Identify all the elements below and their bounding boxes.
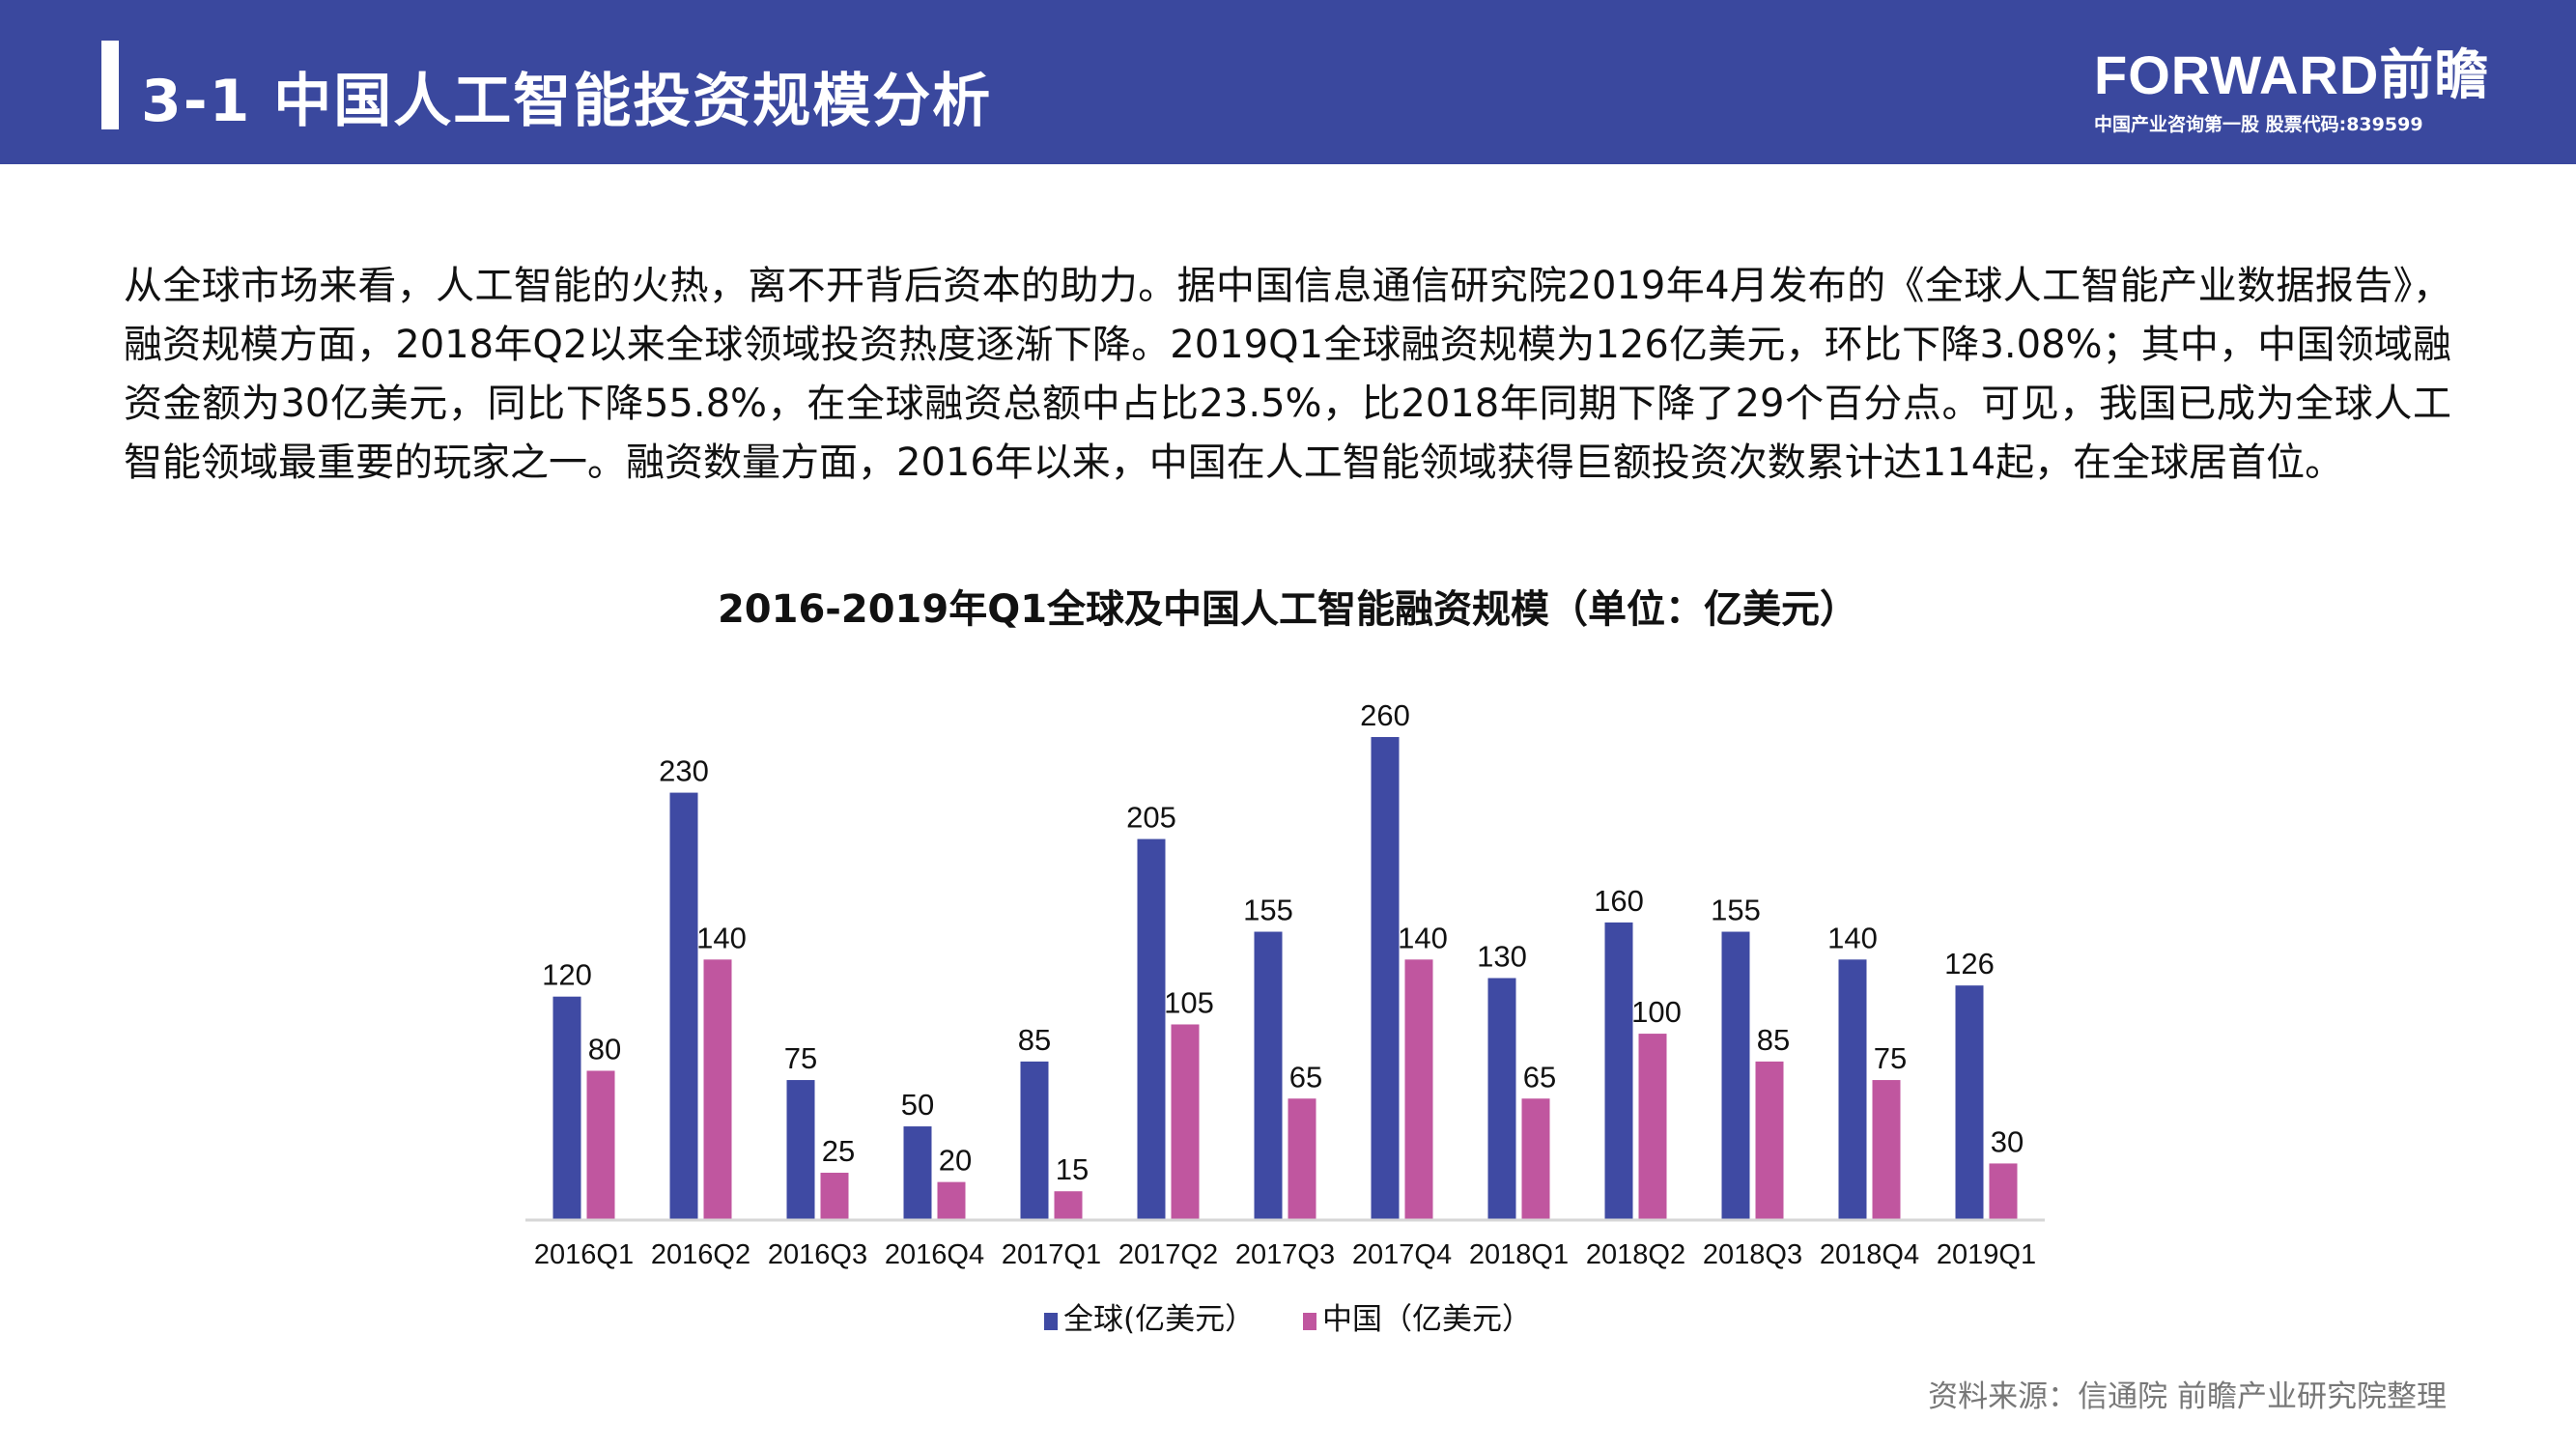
bar-china (586, 1070, 615, 1219)
bar-global (1371, 737, 1400, 1219)
legend-label-global: 全球(亿美元） (1063, 1302, 1256, 1337)
chart-legend: 全球(亿美元） 中国（亿美元） (0, 1294, 2576, 1338)
bar-global (903, 1126, 932, 1219)
logo-subtitle: 中国产业咨询第一股 股票代码:839599 (2094, 114, 2423, 135)
bar-china (1872, 1080, 1901, 1219)
bar-china (820, 1173, 849, 1219)
bar-china (1171, 1024, 1200, 1219)
data-label: 75 (1874, 1041, 1907, 1075)
forward-logo: FORWARD前瞻 中国产业咨询第一股 股票代码:839599 (2094, 44, 2490, 136)
bar-china (1404, 959, 1433, 1219)
data-label: 155 (1243, 894, 1293, 927)
x-tick-label: 2018Q3 (1703, 1239, 1802, 1270)
data-label: 126 (1944, 947, 1995, 980)
bar-global (1020, 1061, 1049, 1219)
data-label: 25 (822, 1134, 855, 1168)
data-label: 100 (1631, 995, 1682, 1029)
x-tick-label: 2018Q2 (1586, 1239, 1685, 1270)
bar-china (703, 959, 732, 1219)
data-label: 230 (659, 754, 709, 788)
source-note: 资料来源：信通院 前瞻产业研究院整理 (1928, 1379, 2447, 1414)
body-paragraph: 从全球市场来看，人工智能的火热，离不开背后资本的助力。据中国信息通信研究院201… (124, 264, 2451, 485)
x-tick-label: 2018Q1 (1469, 1239, 1569, 1270)
logo-text: FORWARD前瞻 (2094, 44, 2490, 105)
x-tick-label: 2016Q4 (885, 1239, 984, 1270)
x-tick-label: 2018Q4 (1820, 1239, 1919, 1270)
x-tick-label: 2017Q4 (1352, 1239, 1452, 1270)
data-label: 80 (588, 1032, 621, 1065)
data-label: 155 (1711, 894, 1761, 927)
data-label: 75 (784, 1041, 817, 1075)
x-tick-label: 2017Q2 (1118, 1239, 1218, 1270)
legend-swatch-global (1044, 1312, 1059, 1330)
x-tick-label: 2019Q1 (1937, 1239, 2036, 1270)
bar-china (1755, 1061, 1784, 1219)
bar-china (1638, 1034, 1667, 1219)
bar-china (937, 1181, 966, 1219)
data-label: 130 (1477, 940, 1527, 974)
page-title: 3-1 中国人工智能投资规模分析 (141, 68, 993, 135)
bar-global (1838, 959, 1867, 1219)
bar-global (669, 792, 698, 1219)
data-label: 140 (1827, 921, 1878, 954)
data-label: 65 (1289, 1060, 1322, 1094)
bar-china (1054, 1191, 1083, 1219)
data-label: 15 (1056, 1152, 1089, 1186)
data-label: 205 (1126, 801, 1176, 835)
bar-china (1989, 1163, 2018, 1219)
bar-global (1137, 838, 1166, 1219)
legend-swatch-china (1302, 1312, 1316, 1330)
bar-china (1521, 1098, 1550, 1219)
data-label: 20 (939, 1144, 972, 1178)
bar-global (552, 996, 581, 1219)
header-band: 3-1 中国人工智能投资规模分析 FORWARD前瞻 中国产业咨询第一股 股票代… (0, 0, 2576, 164)
legend-item-global: 全球(亿美元） (1044, 1302, 1255, 1337)
bar-global (1721, 931, 1750, 1219)
bar-global (1604, 922, 1633, 1219)
x-tick-label: 2016Q1 (534, 1239, 634, 1270)
data-label: 140 (1398, 921, 1448, 954)
legend-item-china: 中国（亿美元） (1302, 1302, 1532, 1337)
data-label: 160 (1594, 884, 1644, 918)
title-accent-bar (101, 41, 119, 129)
data-label: 140 (696, 921, 747, 954)
legend-label-china: 中国（亿美元） (1321, 1302, 1532, 1337)
data-label: 260 (1360, 698, 1410, 732)
data-label: 120 (542, 958, 592, 992)
chart-title: 2016-2019年Q1全球及中国人工智能融资规模（单位：亿美元） (717, 587, 1859, 632)
data-label: 50 (901, 1088, 934, 1122)
data-label: 85 (1757, 1023, 1790, 1057)
bar-global (1487, 978, 1516, 1219)
data-label: 30 (1991, 1124, 2024, 1158)
bar-china (1288, 1098, 1316, 1219)
bar-global (1955, 985, 1984, 1219)
data-label: 85 (1018, 1023, 1051, 1057)
x-tick-label: 2016Q3 (768, 1239, 867, 1270)
bar-global (786, 1080, 815, 1219)
data-label: 65 (1523, 1060, 1556, 1094)
bar-global (1254, 931, 1283, 1219)
x-tick-label: 2017Q3 (1235, 1239, 1335, 1270)
x-tick-label: 2016Q2 (651, 1239, 750, 1270)
data-label: 105 (1164, 985, 1214, 1019)
x-tick-label: 2017Q1 (1002, 1239, 1101, 1270)
